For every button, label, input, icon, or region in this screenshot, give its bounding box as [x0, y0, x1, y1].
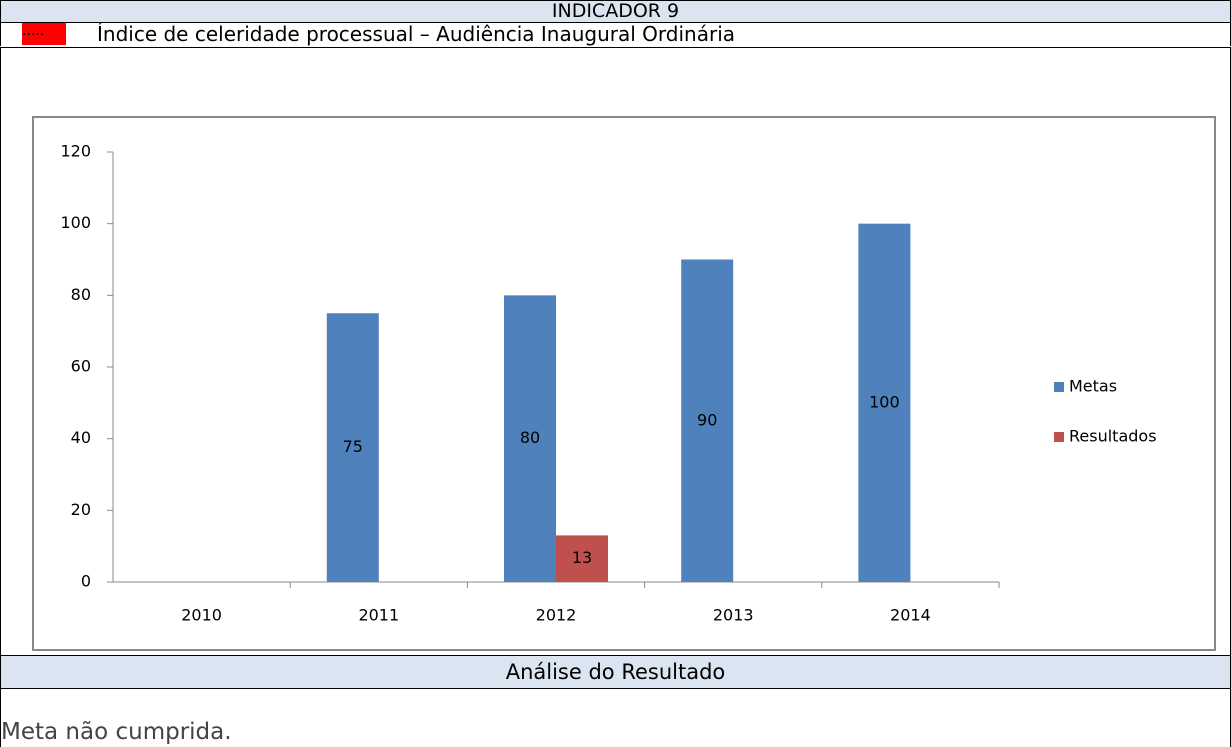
title-band: INDICADOR 9 [0, 0, 1231, 23]
y-tick-label: 60 [71, 357, 91, 376]
data-label: 75 [343, 437, 363, 456]
marker: ..... [22, 23, 66, 45]
legend-swatch [1054, 432, 1064, 442]
subtitle-row: ..... Índice de celeridade processual – … [0, 22, 1231, 46]
y-tick-label: 80 [71, 285, 91, 304]
legend-label: Metas [1069, 377, 1117, 396]
chart: 0 20 40 60 80 100 120 2010 2011 2012 2013 2014 75 80 9… [32, 116, 1216, 651]
y-tick-label: 0 [81, 572, 91, 591]
x-tick-label: 2011 [358, 606, 399, 625]
bar [858, 223, 911, 582]
x-tick-label: 2012 [536, 606, 577, 625]
bar [326, 313, 379, 582]
data-label: 80 [520, 428, 540, 447]
analysis-band: Análise do Resultado [0, 655, 1231, 689]
legend-label: Resultados [1069, 427, 1157, 446]
y-tick-label: 120 [60, 142, 91, 161]
analysis-title: Análise do Resultado [505, 660, 726, 684]
data-label: 90 [697, 410, 717, 429]
legend-swatch [1054, 382, 1064, 392]
analysis-text: Meta não cumprida. [1, 719, 232, 745]
bar [681, 259, 734, 582]
y-tick-label: 100 [60, 213, 91, 232]
bar [504, 295, 556, 582]
chart-frame [32, 116, 1216, 651]
x-tick-label: 2014 [890, 606, 931, 625]
y-tick-label: 40 [71, 428, 91, 447]
subtitle: Índice de celeridade processual – Audiên… [97, 22, 736, 46]
indicator-title: INDICADOR 9 [551, 0, 680, 22]
x-tick-label: 2013 [713, 606, 754, 625]
chart-row: 0 20 40 60 80 100 120 2010 2011 2012 2013 2014 75 80 9… [0, 47, 1231, 656]
y-tick-label: 20 [71, 500, 91, 519]
analysis-row: Meta não cumprida. [0, 689, 1231, 747]
x-tick-label: 2010 [181, 606, 222, 625]
bar [556, 535, 608, 582]
data-label: 13 [572, 548, 592, 567]
data-label: 100 [869, 392, 900, 411]
